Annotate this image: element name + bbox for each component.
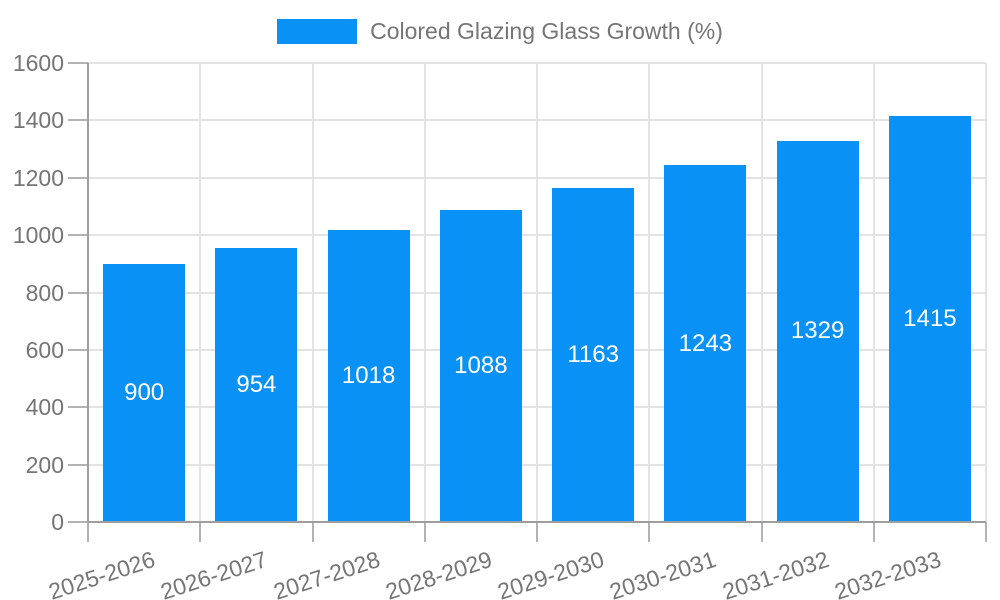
bar-2027-2028: 1018 (327, 229, 410, 522)
bar-value-label: 1163 (567, 341, 619, 369)
y-tick-mark (68, 463, 88, 466)
x-tick-label: 2028-2029 (382, 546, 495, 600)
x-tick-label: 2032-2033 (831, 546, 944, 600)
x-tick-label: 2026-2027 (157, 546, 271, 600)
x-tick-mark (648, 522, 651, 542)
y-tick-mark (68, 291, 88, 294)
y-tick-label: 1600 (12, 50, 64, 76)
y-tick-label: 400 (25, 394, 64, 421)
bar-2030-2031: 1243 (664, 165, 747, 522)
y-tick-mark (68, 176, 88, 179)
y-tick-label: 0 (51, 509, 64, 535)
x-tick-label: 2027-2028 (270, 546, 383, 600)
x-tick-mark (199, 522, 202, 542)
v-gridline (985, 63, 987, 522)
y-tick-mark (68, 62, 88, 64)
legend-label: Colored Glazing Glass Growth (%) (370, 18, 723, 44)
x-tick-mark (87, 522, 89, 542)
y-tick-mark (68, 119, 88, 122)
y-tick-label: 600 (25, 336, 64, 363)
v-gridline (648, 63, 651, 522)
x-tick-mark (536, 522, 538, 542)
v-gridline (760, 63, 763, 522)
y-axis-line (87, 63, 89, 522)
bar-2025-2026: 900 (103, 263, 186, 522)
x-axis-line (88, 521, 986, 523)
bar-2032-2033: 1415 (888, 116, 971, 522)
bar-value-label: 1018 (341, 361, 396, 389)
y-tick-label: 1400 (12, 107, 64, 134)
y-tick-label: 800 (25, 279, 64, 306)
x-tick-label: 2031-2032 (719, 546, 832, 600)
chart-legend[interactable]: Colored Glazing Glass Growth (%) (0, 18, 1000, 45)
bar-value-label: 1329 (790, 317, 845, 345)
bar-value-label: 900 (124, 378, 165, 406)
v-gridline (536, 63, 538, 522)
bar-value-label: 1088 (454, 351, 508, 379)
x-tick-mark (311, 522, 314, 542)
y-tick-label: 200 (25, 451, 64, 478)
y-tick-label: 1200 (12, 164, 64, 191)
v-gridline (872, 63, 875, 522)
plot-area: 900 954 1018 1088 1163 1243 1329 1415 (87, 62, 987, 522)
x-tick-mark (423, 522, 426, 542)
v-gridline (199, 63, 202, 522)
bar-2029-2030: 1163 (552, 188, 635, 522)
v-gridline (311, 63, 314, 522)
y-tick-mark (68, 406, 88, 409)
bar-2028-2029: 1088 (439, 209, 522, 522)
bar-2026-2027: 954 (215, 248, 298, 522)
x-tick-mark (872, 522, 875, 542)
x-tick-mark (985, 522, 987, 542)
bar-2031-2032: 1329 (776, 140, 859, 522)
x-tick-label: 2029-2030 (494, 546, 608, 600)
x-tick-label: 2025-2026 (45, 546, 159, 600)
y-tick-mark (68, 521, 88, 523)
y-tick-mark (68, 348, 88, 351)
legend-swatch (277, 19, 358, 44)
x-tick-mark (760, 522, 763, 542)
x-tick-label: 2030-2031 (606, 546, 720, 600)
y-tick-mark (68, 234, 88, 237)
bar-value-label: 1243 (678, 329, 733, 357)
bar-value-label: 954 (236, 371, 277, 399)
y-tick-label: 1000 (12, 222, 64, 249)
v-gridline (423, 63, 426, 522)
bar-value-label: 1415 (903, 305, 957, 333)
